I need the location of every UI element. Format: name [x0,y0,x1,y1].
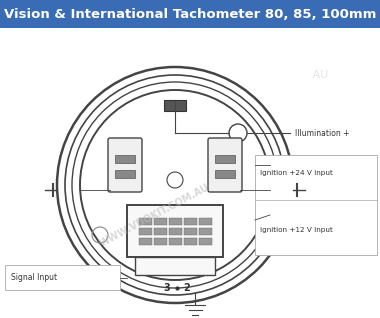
Text: Signal Input: Signal Input [11,273,57,282]
Text: Illumination +: Illumination + [295,128,350,137]
FancyBboxPatch shape [255,155,377,255]
FancyBboxPatch shape [208,138,242,192]
FancyBboxPatch shape [198,227,212,234]
FancyBboxPatch shape [154,218,166,225]
Text: WWW.VDOKIT.COM.AU: WWW.VDOKIT.COM.AU [98,182,212,248]
FancyBboxPatch shape [198,238,212,245]
FancyBboxPatch shape [168,238,182,245]
FancyBboxPatch shape [115,170,135,178]
FancyBboxPatch shape [184,227,196,234]
Text: Ignition +24 V Input: Ignition +24 V Input [260,170,333,176]
FancyBboxPatch shape [5,265,120,290]
FancyBboxPatch shape [115,155,135,163]
FancyBboxPatch shape [0,0,380,28]
FancyBboxPatch shape [168,227,182,234]
FancyBboxPatch shape [138,218,152,225]
FancyBboxPatch shape [154,227,166,234]
FancyBboxPatch shape [0,28,380,318]
FancyBboxPatch shape [184,218,196,225]
FancyBboxPatch shape [164,100,186,111]
FancyBboxPatch shape [184,238,196,245]
Text: Vision & International Tachometer 80, 85, 100mm: Vision & International Tachometer 80, 85… [4,8,376,20]
FancyBboxPatch shape [127,205,223,257]
FancyBboxPatch shape [108,138,142,192]
FancyBboxPatch shape [154,238,166,245]
Text: .AU: .AU [310,70,329,80]
FancyBboxPatch shape [215,155,235,163]
FancyBboxPatch shape [135,257,215,275]
FancyBboxPatch shape [168,218,182,225]
FancyBboxPatch shape [198,218,212,225]
Text: 2: 2 [184,283,190,293]
FancyBboxPatch shape [138,238,152,245]
FancyBboxPatch shape [138,227,152,234]
Text: Ignition +12 V Input: Ignition +12 V Input [260,227,333,233]
FancyBboxPatch shape [215,170,235,178]
Text: 3: 3 [164,283,170,293]
